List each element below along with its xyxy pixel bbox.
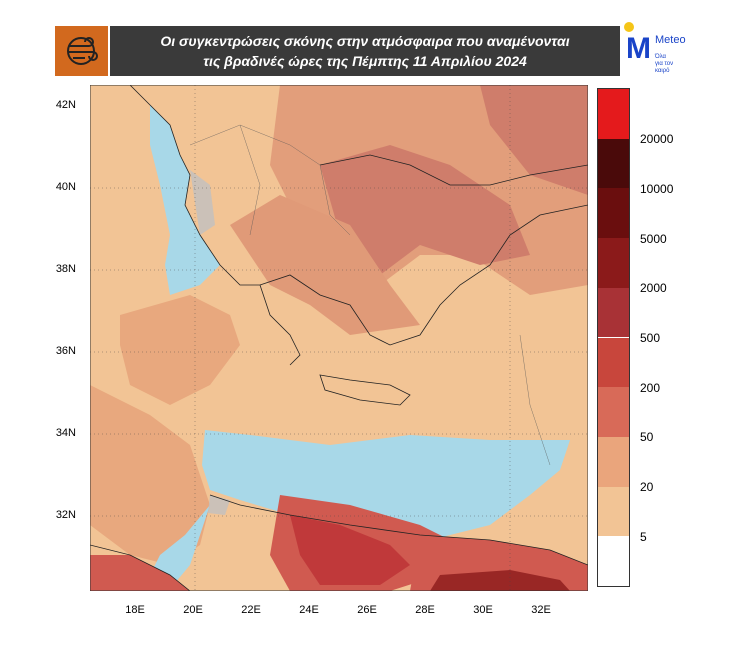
cloud-patch-albania xyxy=(190,170,215,235)
legend-swatch-6 xyxy=(598,337,629,388)
dust-zone-ionian xyxy=(120,295,240,405)
legend-label-50: 50 xyxy=(640,430,654,444)
dust-zone-aegean-north xyxy=(320,145,530,275)
lat-label-42n: 42N xyxy=(55,99,76,111)
sun-icon xyxy=(624,22,634,32)
lon-label-18e: 18E xyxy=(125,604,145,616)
lat-label-32n: 32N xyxy=(55,509,76,521)
legend-label-20000: 20000 xyxy=(640,132,674,146)
wind-icon xyxy=(67,37,98,65)
legend-label-5000: 5000 xyxy=(640,232,667,246)
legend-label-500: 500 xyxy=(640,331,661,345)
map-title: Οι συγκεντρώσεις σκόνης στην ατμόσφαιρα … xyxy=(110,26,620,76)
graticule xyxy=(90,85,588,591)
legend-swatch-10 xyxy=(598,536,629,586)
lat-label-34n: 34N xyxy=(55,427,76,439)
legend-swatch-5 xyxy=(598,287,629,338)
dust-zone-egypt-peak xyxy=(290,515,410,585)
legend-swatch-8 xyxy=(598,436,629,487)
legend-label-10000: 10000 xyxy=(640,182,674,196)
dust-zone-sinai-peak xyxy=(430,570,570,591)
legend-label-2000: 2000 xyxy=(640,281,667,295)
brand-tagline: Όλα για τον καιρό xyxy=(655,54,674,74)
lat-label-38n: 38N xyxy=(55,263,76,275)
gulf-of-sidra xyxy=(150,505,210,583)
lon-label-28e: 28E xyxy=(415,604,435,616)
legend-swatch-3 xyxy=(598,188,629,239)
lon-label-30e: 30E xyxy=(473,604,493,616)
title-line-2: τις βραδινές ώρες της Πέμπτης 11 Απριλίο… xyxy=(203,53,527,69)
legend-label-200: 200 xyxy=(640,381,661,395)
dust-map xyxy=(90,85,588,591)
legend-swatch-1 xyxy=(598,89,629,139)
legend-swatch-4 xyxy=(598,238,629,288)
lat-label-40n: 40N xyxy=(55,181,76,193)
dust-zone-west xyxy=(90,385,210,565)
meteo-m-icon: M xyxy=(626,32,651,65)
lon-label-32e: 32E xyxy=(531,604,551,616)
legend-swatch-7 xyxy=(598,387,629,437)
legend-label-20: 20 xyxy=(640,480,654,494)
dust-zone-libya-high xyxy=(90,555,190,591)
dust-zone-black-sea xyxy=(480,85,588,195)
borders xyxy=(189,124,551,466)
meteo-logo: M Meteo Όλα για τον καιρό xyxy=(622,22,686,76)
adriatic-sea xyxy=(150,105,220,295)
lon-label-26e: 26E xyxy=(357,604,377,616)
brand-name: Meteo xyxy=(655,34,686,46)
color-legend xyxy=(597,88,630,587)
lat-label-36n: 36N xyxy=(55,345,76,357)
dust-zone-greece xyxy=(230,195,420,335)
legend-label-5: 5 xyxy=(640,530,647,544)
lon-label-24e: 24E xyxy=(299,604,319,616)
lon-label-20e: 20E xyxy=(183,604,203,616)
coastlines xyxy=(90,85,588,591)
legend-swatch-9 xyxy=(598,486,629,537)
header: Οι συγκεντρώσεις σκόνης στην ατμόσφαιρα … xyxy=(55,22,686,76)
lon-label-22e: 22E xyxy=(241,604,261,616)
dust-logo xyxy=(55,26,108,76)
title-line-1: Οι συγκεντρώσεις σκόνης στην ατμόσφαιρα … xyxy=(160,33,570,49)
legend-swatch-2 xyxy=(598,138,629,189)
